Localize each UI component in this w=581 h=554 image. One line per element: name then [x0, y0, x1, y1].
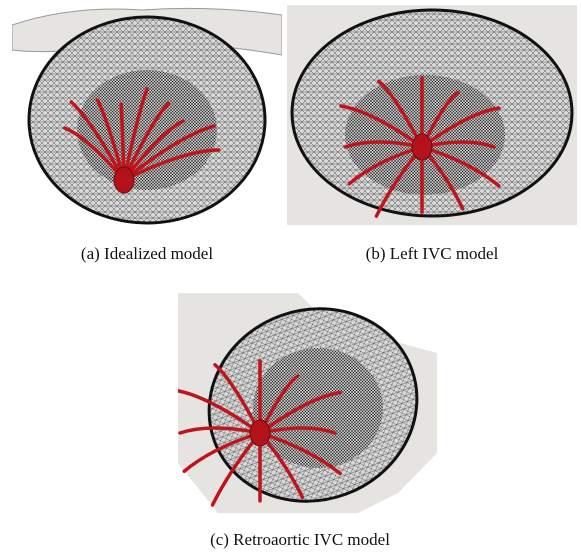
- filter-hub: [250, 420, 270, 446]
- panel-image: [12, 5, 282, 225]
- filter-hub: [412, 134, 432, 160]
- caption: (c) Retroaortic IVC model: [150, 530, 450, 550]
- panel-image: [178, 293, 437, 513]
- figure: (a) Idealized model (b) Left IVC model (…: [0, 0, 581, 554]
- caption: (b) Left IVC model: [287, 244, 577, 264]
- panel-image: [287, 5, 577, 225]
- filter-hub: [114, 167, 134, 193]
- caption: (a) Idealized model: [12, 244, 282, 264]
